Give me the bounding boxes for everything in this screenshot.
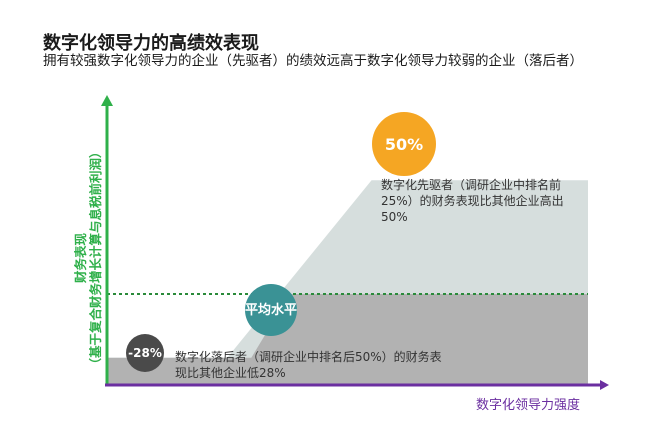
y-axis-label: 财务表现 （基于复合财务增长计算与息税前利润） xyxy=(73,145,103,370)
x-axis-label: 数字化领导力强度 xyxy=(475,398,580,413)
y-axis-label-main: 财务表现 xyxy=(73,232,88,284)
laggard-badge: -28% xyxy=(126,334,164,372)
leader-annotation: 数字化先驱者（调研企业中排名前25%）的财务表现比其他企业高出50% xyxy=(381,178,564,224)
chart-title: 数字化领导力的高绩效表现 xyxy=(43,33,259,54)
laggard-area xyxy=(107,294,588,385)
y-axis-label-detail: （基于复合财务增长计算与息税前利润） xyxy=(88,145,103,371)
y-axis-arrow-icon xyxy=(101,95,113,106)
leader-badge: 50% xyxy=(372,112,436,176)
chart-subtitle: 拥有较强数字化领导力的企业（先驱者）的绩效远高于数字化领导力较弱的企业（落后者） xyxy=(43,53,583,69)
laggard-annotation: 数字化落后者（调研企业中排名后50%）的财务表现比其他企业低28% xyxy=(175,350,442,380)
average-badge: 平均水平 xyxy=(245,284,297,336)
x-axis-arrow-icon xyxy=(600,380,609,390)
